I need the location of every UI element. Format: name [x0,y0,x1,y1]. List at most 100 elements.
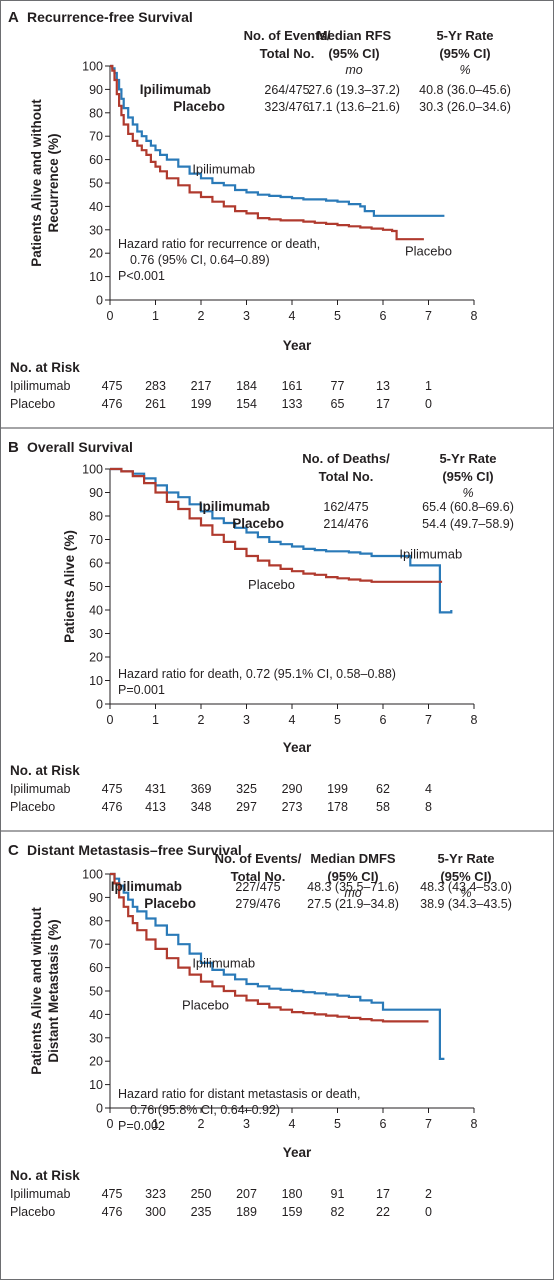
risk-value: 325 [236,782,257,796]
table-cell: 279/476 [235,897,280,911]
table-row-name: Placebo [144,896,196,911]
risk-value: 91 [331,1187,345,1201]
hazard-annotation: Hazard ratio for recurrence or death, [118,237,320,251]
risk-value: 283 [145,379,166,393]
risk-value: 261 [145,397,166,411]
table-unit: mo [344,886,361,900]
table-unit: % [462,486,473,500]
hazard-annotation: Hazard ratio for death, 0.72 (95.1% CI, … [118,667,396,681]
km-curve-ipilimumab [110,467,453,614]
km-curve-placebo [110,64,424,241]
risk-value: 475 [102,1187,123,1201]
series-label: Placebo [248,577,295,592]
table-cell: 162/475 [323,500,368,514]
risk-value: 22 [376,1205,390,1219]
table-header: 5-Yr Rate [436,28,493,43]
table-cell: 48.3 (43.4–53.0) [420,880,512,894]
table-header: (95% CI) [328,46,379,61]
table-row-name: Ipilimumab [111,879,182,894]
y-axis-label: Patients Alive and without [29,99,44,267]
x-tick-label: 6 [380,309,387,323]
x-tick-label: 1 [152,713,159,727]
risk-value: 273 [282,800,303,814]
table-cell: 30.3 (26.0–34.6) [419,100,511,114]
risk-value: 82 [331,1205,345,1219]
x-tick-label: 7 [425,309,432,323]
series-label: Ipilimumab [399,546,462,561]
y-tick-label: 90 [89,486,103,500]
risk-value: 476 [102,397,123,411]
x-tick-label: 7 [425,713,432,727]
risk-value: 0 [425,397,432,411]
risk-value: 297 [236,800,257,814]
y-tick-label: 30 [89,1031,103,1045]
risk-value: 475 [102,379,123,393]
series-label: Placebo [405,244,452,259]
risk-row-name: Placebo [10,800,55,814]
y-axis-label: Patients Alive and without [29,907,44,1075]
y-tick-label: 50 [89,985,103,999]
x-tick-label: 6 [380,1117,387,1131]
y-tick-label: 50 [89,580,103,594]
panel-letter: C [8,842,19,859]
table-header: No. of Events/ [215,851,302,866]
risk-value: 476 [102,1205,123,1219]
y-tick-label: 60 [89,153,103,167]
km-curve-ipilimumab [110,64,445,217]
x-tick-label: 8 [471,1117,478,1131]
risk-value: 235 [191,1205,212,1219]
x-tick-label: 3 [243,1117,250,1131]
risk-value: 199 [327,782,348,796]
risk-title: No. at Risk [10,1168,80,1183]
y-tick-label: 70 [89,938,103,952]
table-cell: 27.6 (19.3–37.2) [308,83,400,97]
x-tick-label: 0 [107,713,114,727]
y-tick-label: 70 [89,533,103,547]
y-tick-label: 80 [89,106,103,120]
x-tick-label: 4 [289,309,296,323]
table-header: Total No. [319,469,374,484]
x-tick-label: 5 [334,309,341,323]
y-tick-label: 30 [89,627,103,641]
y-tick-label: 80 [89,510,103,524]
y-tick-label: 30 [89,223,103,237]
risk-value: 180 [282,1187,303,1201]
x-tick-label: 4 [289,1117,296,1131]
y-tick-label: 90 [89,891,103,905]
risk-row-name: Ipilimumab [10,782,70,796]
x-tick-label: 0 [107,1117,114,1131]
y-tick-label: 10 [89,674,103,688]
risk-value: 250 [191,1187,212,1201]
series-label: Ipilimumab [192,956,255,971]
hazard-annotation: 0.76 (95% CI, 0.64–0.89) [130,253,270,267]
table-cell: 65.4 (60.8–69.6) [422,500,514,514]
series-label: Placebo [182,998,229,1013]
risk-row-name: Ipilimumab [10,1187,70,1201]
table-cell: 17.1 (13.6–21.6) [308,100,400,114]
risk-value: 178 [327,800,348,814]
y-axis-label: Patients Alive (%) [62,530,77,643]
y-tick-label: 0 [96,294,103,308]
x-tick-label: 3 [243,713,250,727]
x-tick-label: 0 [107,309,114,323]
risk-row-name: Placebo [10,1205,55,1219]
risk-title: No. at Risk [10,360,80,375]
y-tick-label: 10 [89,1078,103,1092]
y-tick-label: 20 [89,651,103,665]
x-axis-label: Year [283,1145,312,1160]
risk-value: 17 [376,397,390,411]
table-header: Median DMFS [310,851,396,866]
series-label: Ipilimumab [192,162,255,177]
km-curve-placebo [110,467,443,583]
table-header: 5-Yr Rate [437,851,494,866]
table-cell: 214/476 [323,517,368,531]
risk-value: 199 [191,397,212,411]
table-header: (95% CI) [442,469,493,484]
risk-value: 133 [282,397,303,411]
x-axis-label: Year [283,338,312,353]
table-cell: 38.9 (34.3–43.5) [420,897,512,911]
y-tick-label: 0 [96,1102,103,1116]
risk-value: 2 [425,1187,432,1201]
risk-value: 13 [376,379,390,393]
km-curve-ipilimumab [110,872,445,1060]
